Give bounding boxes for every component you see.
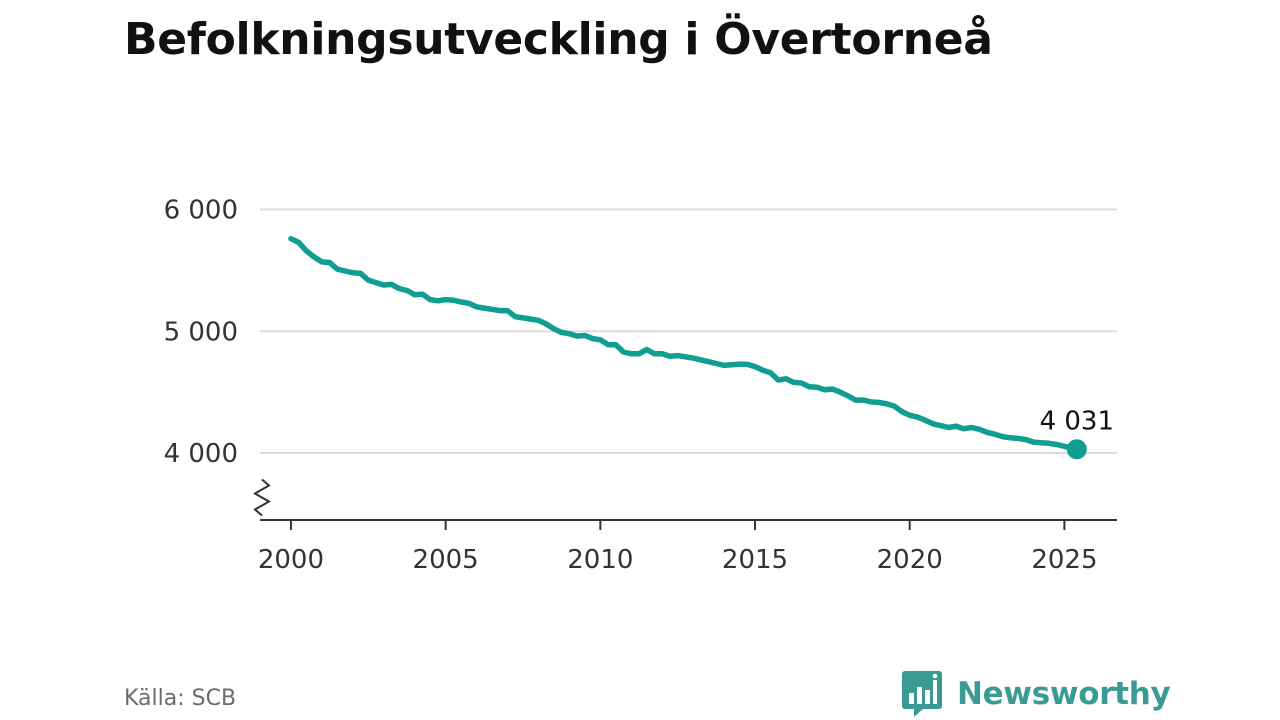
source-note: Källa: SCB (124, 686, 237, 711)
gridlines (260, 208, 1117, 455)
chart-title: Befolkningsutveckling i Övertorneå (124, 14, 993, 65)
x-tick-label: 2010 (567, 545, 633, 575)
series-line (288, 235, 1080, 453)
brand-logo[interactable]: Newsworthy (902, 671, 1171, 717)
labels: 4 000 5 000 6 000 2000 2005 2010 2015 2020 2025 4… (164, 196, 1114, 576)
x-tick-label: 2020 (877, 545, 943, 575)
bar-chart-icon (902, 671, 942, 717)
x-tick-label: 2000 (258, 545, 324, 575)
x-axis (260, 519, 1117, 530)
x-tick-label: 2005 (413, 545, 479, 575)
brand-name: Newsworthy (957, 676, 1171, 712)
y-axis-break-zigzag (252, 478, 272, 517)
end-value-label: 4 031 (1040, 406, 1114, 436)
y-tick-label: 5 000 (164, 317, 238, 347)
axis-break (252, 478, 272, 517)
series-layer (288, 235, 1087, 460)
end-point-marker (1066, 439, 1087, 460)
x-tick-label: 2025 (1031, 545, 1097, 575)
y-tick-label: 4 000 (164, 439, 238, 469)
y-tick-label: 6 000 (164, 196, 238, 226)
x-tick-label: 2015 (722, 545, 788, 575)
